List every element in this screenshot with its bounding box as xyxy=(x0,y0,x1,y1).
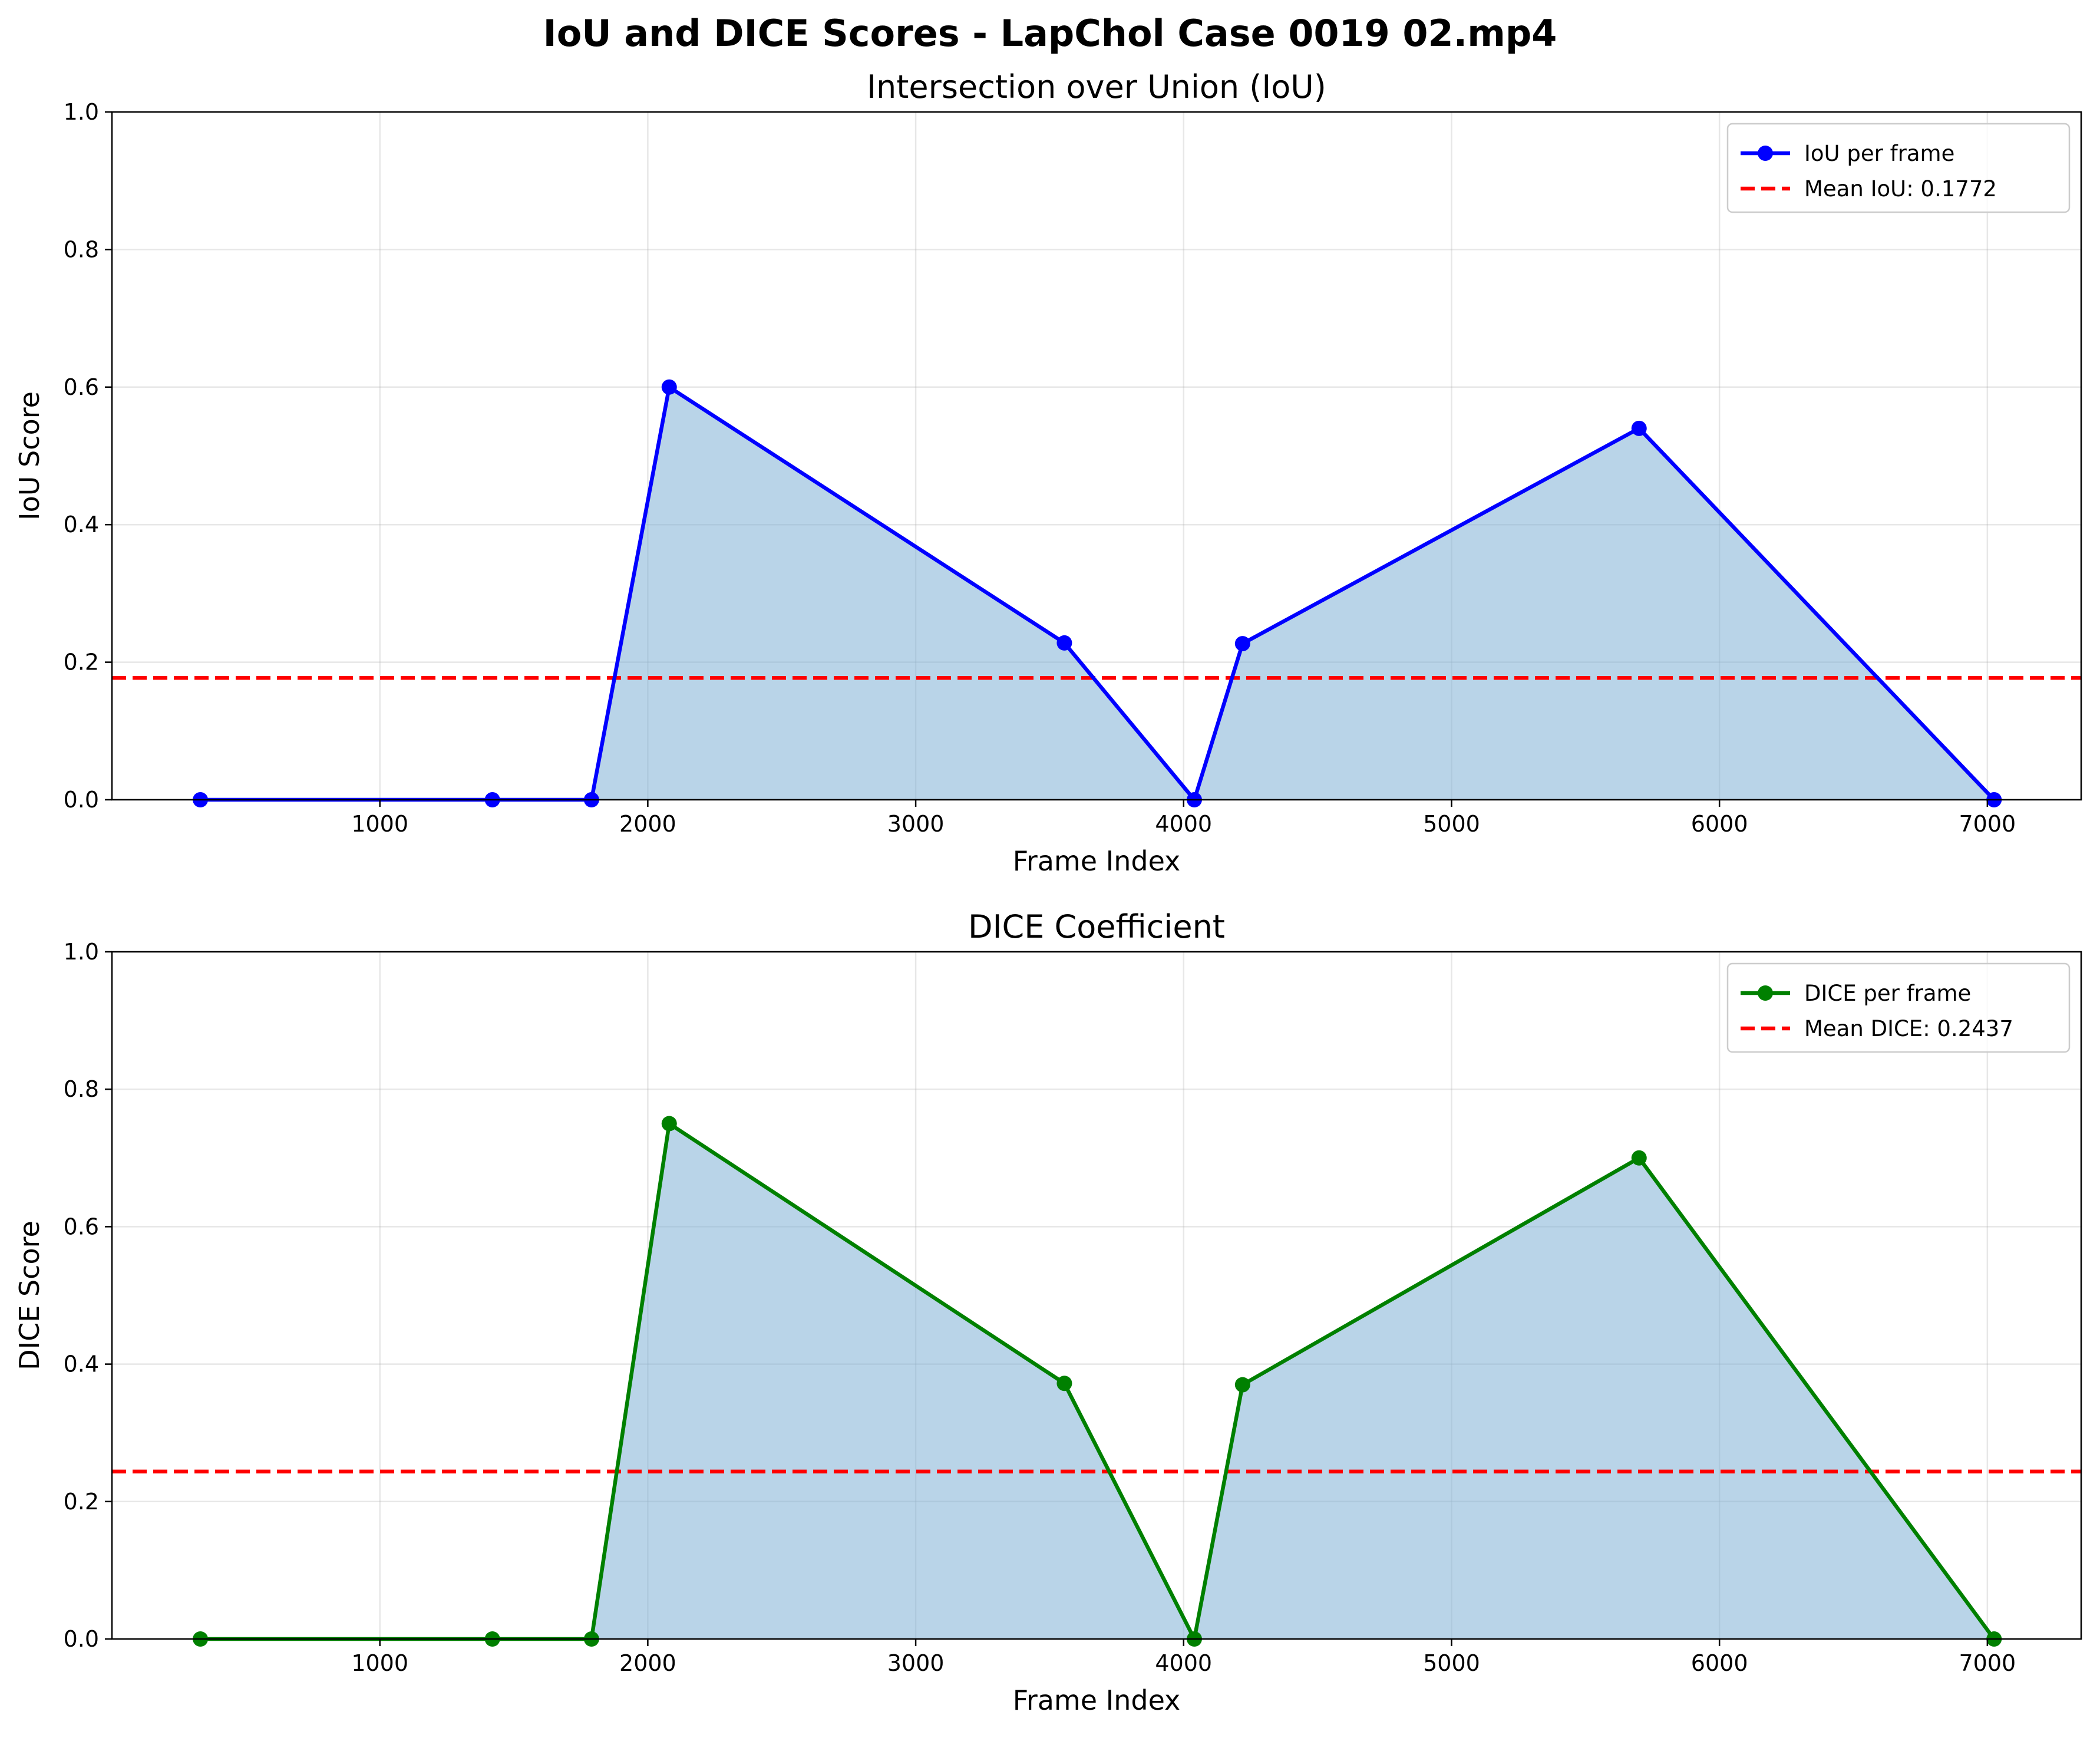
iou-legend-series-marker xyxy=(1758,146,1773,161)
dice-ytick-label-0: 0.0 xyxy=(64,1626,99,1652)
iou-xtick-label-1: 2000 xyxy=(619,811,676,837)
dice-xtick-label-1: 2000 xyxy=(619,1650,676,1676)
dice-ytick-label-2: 0.4 xyxy=(64,1351,99,1377)
iou-xtick-label-2: 3000 xyxy=(887,811,945,837)
iou-ytick-label-2: 0.4 xyxy=(64,512,99,537)
dice-xtick-label-3: 4000 xyxy=(1155,1650,1212,1676)
dice-xtick-label-5: 6000 xyxy=(1691,1650,1748,1676)
iou-xtick-label-5: 6000 xyxy=(1691,811,1748,837)
dice-point-6 xyxy=(1234,1377,1250,1393)
iou-xtick-label-0: 1000 xyxy=(351,811,408,837)
iou-ytick-label-1: 0.2 xyxy=(64,649,99,675)
iou-ytick-label-4: 0.8 xyxy=(64,236,99,262)
dice-point-3 xyxy=(661,1116,677,1132)
dice-xtick-label-6: 7000 xyxy=(1959,1650,2016,1676)
dice-xtick-label-2: 3000 xyxy=(887,1650,945,1676)
iou-point-3 xyxy=(661,379,677,395)
dice-ylabel: DICE Score xyxy=(14,1221,45,1370)
iou-xtick-label-4: 5000 xyxy=(1423,811,1480,837)
iou-legend-mean-label: Mean IoU: 0.1772 xyxy=(1804,176,1997,202)
dice-ytick-label-4: 0.8 xyxy=(64,1076,99,1102)
iou-ytick-label-3: 0.6 xyxy=(64,374,99,400)
dice-chart: 1000 2000 3000 4000 5000 6000 7000 0.0 0.2 0.4 0.6… xyxy=(14,908,2082,1716)
dice-xlabel: Frame Index xyxy=(1013,1684,1181,1716)
iou-ylabel: IoU Score xyxy=(14,391,45,520)
iou-legend-box xyxy=(1726,123,2071,213)
dice-legend-series-marker xyxy=(1758,985,1773,1001)
iou-ytick-label-0: 0.0 xyxy=(64,787,99,813)
figure-suptitle: IoU and DICE Scores - LapChol Case 0019 … xyxy=(543,12,1557,55)
dice-axes-frame xyxy=(111,951,2082,1640)
dice-ytick-label-1: 0.2 xyxy=(64,1489,99,1515)
dice-title: DICE Coefficient xyxy=(968,908,1225,945)
dice-legend-box xyxy=(1726,962,2071,1053)
iou-fill-area xyxy=(200,387,1995,800)
iou-axes-frame xyxy=(111,111,2082,801)
dice-legend-mean-label: Mean DICE: 0.2437 xyxy=(1804,1016,2013,1041)
dice-ytick-label-5: 1.0 xyxy=(64,939,99,965)
iou-point-7 xyxy=(1631,420,1647,436)
iou-legend-series-label: IoU per frame xyxy=(1804,141,1954,166)
dice-fill-area xyxy=(200,1123,1995,1639)
iou-xtick-label-3: 4000 xyxy=(1155,811,1212,837)
iou-xlabel: Frame Index xyxy=(1013,845,1181,877)
dice-point-4 xyxy=(1056,1376,1072,1391)
dice-xtick-label-0: 1000 xyxy=(351,1650,408,1676)
iou-ytick-label-5: 1.0 xyxy=(64,99,99,125)
iou-chart: 1000 2000 3000 4000 5000 6000 7000 0.0 0.2 0.4 0.6… xyxy=(14,68,2082,877)
iou-xtick-label-6: 7000 xyxy=(1959,811,2016,837)
dice-legend-series-label: DICE per frame xyxy=(1804,981,1971,1006)
iou-point-4 xyxy=(1056,635,1072,651)
iou-point-6 xyxy=(1234,636,1250,652)
iou-title: Intersection over Union (IoU) xyxy=(867,68,1326,105)
dice-point-7 xyxy=(1631,1150,1647,1166)
dice-xtick-label-4: 5000 xyxy=(1423,1650,1480,1676)
dice-ytick-label-3: 0.6 xyxy=(64,1213,99,1239)
